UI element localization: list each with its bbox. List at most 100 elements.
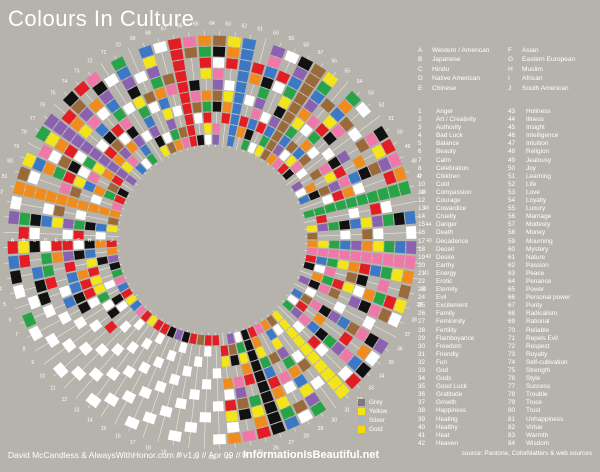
spoke-number-label: 38 (411, 317, 417, 323)
colour-cell (184, 421, 198, 433)
concept-key: 63 (508, 269, 516, 277)
footer-brand-link[interactable]: InformationIsBeautiful.net (242, 449, 380, 461)
colour-cell (364, 350, 381, 367)
colour-cell (42, 202, 55, 215)
concept-name: Wisdom (526, 439, 550, 447)
colour-cell (110, 56, 127, 71)
spoke-number-label: 16 (115, 434, 121, 440)
colour-cell (271, 80, 286, 95)
colour-cell (355, 138, 370, 153)
colour-cell (140, 310, 153, 323)
concept-name: Bad Luck (436, 132, 463, 140)
concept-key: 32 (418, 358, 426, 366)
colour-cell (52, 166, 67, 181)
colour-cell (316, 80, 332, 96)
spoke-number-label: 6 (9, 317, 12, 323)
colour-cell (83, 287, 96, 300)
concept-item: 19 Desire (418, 254, 508, 262)
colour-cell (166, 349, 177, 362)
colour-cell (243, 339, 254, 352)
concept-key: 27 (418, 318, 426, 326)
colour-cell (138, 105, 151, 119)
colour-cell (231, 103, 243, 115)
colour-cell (120, 288, 133, 299)
colour-cell (58, 182, 72, 195)
colour-cell (101, 299, 115, 312)
colour-cell (78, 341, 93, 356)
colour-cell (111, 293, 124, 306)
colour-cell (52, 120, 68, 136)
colour-cell (383, 295, 397, 310)
spoke-number-label: 18 (145, 445, 151, 451)
spoke-number-label: 31 (345, 408, 351, 414)
colour-cell (101, 168, 115, 181)
spoke-number-label: 29 (318, 426, 324, 432)
spoke-number-label: 28 (303, 434, 309, 440)
spoke-number-label: 5 (3, 302, 6, 308)
culture-key: F (508, 47, 513, 54)
concept-name: Reliable (526, 326, 550, 334)
colour-cell (259, 111, 272, 124)
colour-cell (45, 332, 60, 349)
concept-name: Friendly (436, 350, 459, 358)
culture-item: C Hindu (418, 65, 506, 74)
colour-cell (310, 401, 327, 417)
colour-cell (142, 411, 157, 425)
concept-key: 29 (418, 334, 426, 342)
concept-name: Style (526, 375, 541, 383)
concept-name: Intelligence (526, 132, 559, 140)
colour-cell (203, 346, 212, 357)
colour-cell (352, 182, 366, 195)
colour-cell (174, 329, 184, 341)
colour-cell (230, 354, 240, 366)
concept-name: Luxury (526, 205, 546, 213)
colour-cell (170, 48, 184, 61)
colour-cell (297, 358, 312, 373)
concept-name: Heat (436, 431, 450, 439)
concept-key: 60 (508, 245, 516, 253)
colour-cell (318, 162, 332, 176)
colour-cell (306, 146, 320, 160)
colour-cell (328, 249, 340, 259)
colour-cell (107, 306, 120, 319)
colour-cell (99, 89, 114, 105)
colour-cell (121, 161, 134, 174)
colour-cell (221, 356, 231, 368)
culture-name: Western / American (432, 47, 490, 54)
ring-letter-label: E (55, 238, 59, 244)
colour-cell (28, 325, 43, 342)
spoke-line (75, 81, 152, 170)
colour-cell (104, 146, 118, 160)
colour-cell (285, 326, 299, 340)
colour-cell (326, 258, 338, 268)
colour-cell (267, 411, 282, 425)
colour-cell (387, 152, 402, 168)
culture-item: B Japanese (418, 55, 506, 64)
colour-cell (278, 149, 291, 162)
spoke-number-label: 79 (14, 144, 20, 150)
colour-cell (328, 287, 341, 300)
colour-cell (67, 160, 82, 174)
concept-item: 70 Reliable (508, 327, 598, 335)
concept-item: 58 Money (508, 229, 598, 237)
colour-cell (73, 291, 86, 305)
colour-cell (328, 221, 340, 231)
colour-cell (75, 209, 87, 221)
colour-cell (292, 399, 308, 414)
colour-cell (103, 73, 120, 88)
concept-item: 21 Energy (418, 270, 508, 278)
colour-cell (48, 149, 63, 165)
colour-cell (291, 116, 305, 131)
colour-cell (339, 220, 351, 230)
concept-key: 24 (418, 294, 426, 302)
colour-cell (298, 153, 312, 167)
concept-name: Erotic (436, 277, 453, 285)
colour-cell (204, 335, 212, 346)
colour-cell (58, 285, 72, 298)
colour-cell (315, 256, 328, 266)
concept-key: 51 (508, 172, 516, 180)
concept-key: 61 (508, 253, 516, 261)
colour-cell (336, 150, 351, 164)
concept-item: 59 Mourning (508, 238, 598, 246)
colour-cell (282, 380, 297, 395)
